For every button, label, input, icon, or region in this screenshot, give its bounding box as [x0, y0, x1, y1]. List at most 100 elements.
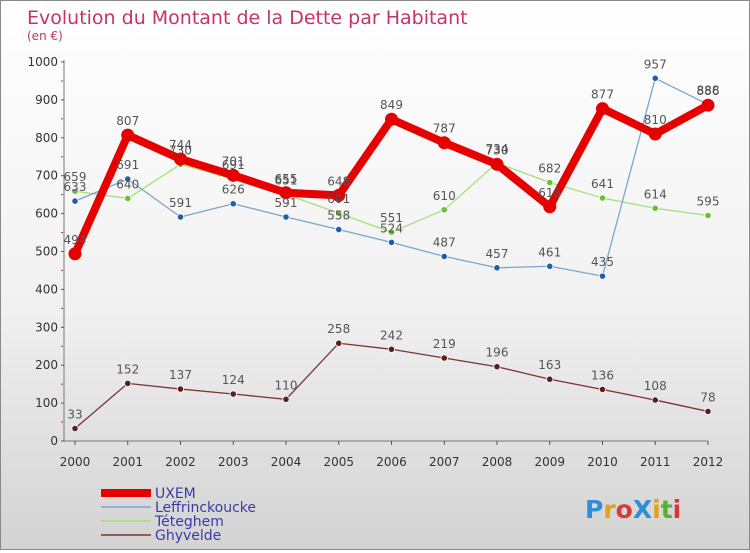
data-label: 163 [538, 358, 561, 372]
data-point [332, 188, 346, 202]
chart-title: Evolution du Montant de la Dette par Hab… [27, 7, 468, 29]
data-label: 591 [275, 196, 298, 210]
data-label: 682 [538, 162, 561, 176]
x-tick-label: 2000 [60, 455, 91, 469]
y-tick-label: 600 [35, 207, 58, 221]
x-tick-label: 2005 [323, 455, 354, 469]
data-label: 877 [591, 88, 614, 102]
data-labels-leffrinckoucke: 633 691 591 626 591 558 524 487 457 461 435 957 888 [64, 57, 720, 269]
series-ghyvelde [71, 339, 712, 433]
data-label: 435 [591, 255, 614, 269]
x-tick-label: 2010 [587, 455, 618, 469]
x-tick-label: 2001 [112, 455, 143, 469]
x-tick-label: 2008 [482, 455, 513, 469]
data-point [121, 128, 135, 142]
x-tick-label: 2003 [218, 455, 249, 469]
data-label: 691 [222, 158, 245, 172]
data-label: 633 [64, 180, 87, 194]
data-label: 242 [380, 328, 403, 342]
y-tick-label: 400 [35, 282, 58, 296]
data-point [174, 152, 187, 166]
data-label: 591 [169, 196, 192, 210]
data-point [596, 102, 609, 116]
data-label: 78 [700, 390, 715, 404]
data-point [229, 200, 237, 208]
x-tick-label: 2002 [165, 455, 196, 469]
data-point [651, 204, 659, 212]
data-point [440, 206, 448, 214]
x-tick-label: 2007 [429, 455, 460, 469]
data-point [440, 252, 448, 261]
data-point [701, 98, 715, 112]
x-tick-label: 2009 [534, 455, 565, 469]
data-label: 655 [275, 172, 298, 186]
data-labels-uxem: 494 807 744 701 655 648 849 787 730 618 877 810 886 [64, 84, 720, 247]
series-line [74, 342, 709, 430]
logo-letter: r [603, 495, 616, 524]
data-point [385, 112, 398, 126]
y-tick-label: 700 [35, 169, 58, 183]
data-label: 610 [433, 189, 456, 203]
data-label: 595 [697, 194, 720, 208]
data-label: 152 [116, 362, 139, 376]
data-label: 659 [64, 170, 87, 184]
data-label: 744 [169, 138, 192, 152]
y-tick-label: 200 [35, 358, 58, 372]
data-point [335, 225, 343, 234]
data-label: 136 [591, 368, 614, 382]
data-point [71, 197, 79, 205]
proxiti-logo: ProXiti [585, 495, 681, 524]
data-label: 124 [222, 373, 245, 387]
data-point [437, 136, 451, 150]
data-label: 734 [486, 142, 509, 156]
data-label: 196 [486, 346, 509, 360]
data-point [68, 247, 82, 261]
data-label: 648 [327, 174, 350, 188]
data-label: 219 [433, 337, 456, 351]
data-label: 614 [644, 187, 667, 201]
data-label: 691 [116, 158, 139, 172]
data-point [648, 127, 662, 141]
data-point [176, 213, 185, 221]
data-label: 810 [644, 113, 667, 127]
data-label: 730 [169, 143, 192, 157]
y-tick-label: 500 [35, 245, 58, 259]
logo-letter: t [661, 495, 673, 524]
data-point [335, 209, 343, 217]
data-point [124, 175, 132, 183]
data-labels-ghyvelde: 33 152 137 124 110 258 242 219 196 163 136 108 78 [67, 322, 715, 421]
data-point [71, 187, 79, 195]
data-label: 33 [67, 407, 82, 421]
legend-label: UXEM [155, 486, 196, 502]
y-tick-label: 1000 [27, 55, 58, 69]
data-label: 651 [275, 173, 298, 187]
legend-label: Téteghem [154, 514, 224, 530]
data-labels-t-teghem: 659 640 730 691 651 601 551 610 734 682 641 614 595 [64, 142, 720, 225]
logo-letter: i [652, 495, 661, 524]
data-point [124, 194, 132, 203]
data-label: 108 [644, 379, 667, 393]
logo-text: ProXiti [585, 495, 681, 524]
data-point [387, 345, 396, 353]
data-label: 626 [222, 183, 245, 197]
data-label: 110 [275, 378, 298, 392]
logo-letter: P [585, 495, 603, 524]
logo-letter: o [616, 495, 633, 524]
data-label: 601 [327, 192, 350, 206]
logo-letter: i [673, 495, 682, 524]
data-point [546, 262, 554, 270]
x-tick-label: 2011 [640, 455, 671, 469]
y-tick-label: 300 [35, 320, 58, 334]
data-label: 551 [380, 211, 403, 225]
data-point [440, 354, 448, 362]
x-tick-label: 2004 [271, 455, 302, 469]
data-label: 524 [380, 221, 403, 235]
data-point [651, 74, 659, 82]
data-point [282, 213, 290, 221]
data-point [598, 194, 607, 202]
data-point [176, 385, 185, 393]
